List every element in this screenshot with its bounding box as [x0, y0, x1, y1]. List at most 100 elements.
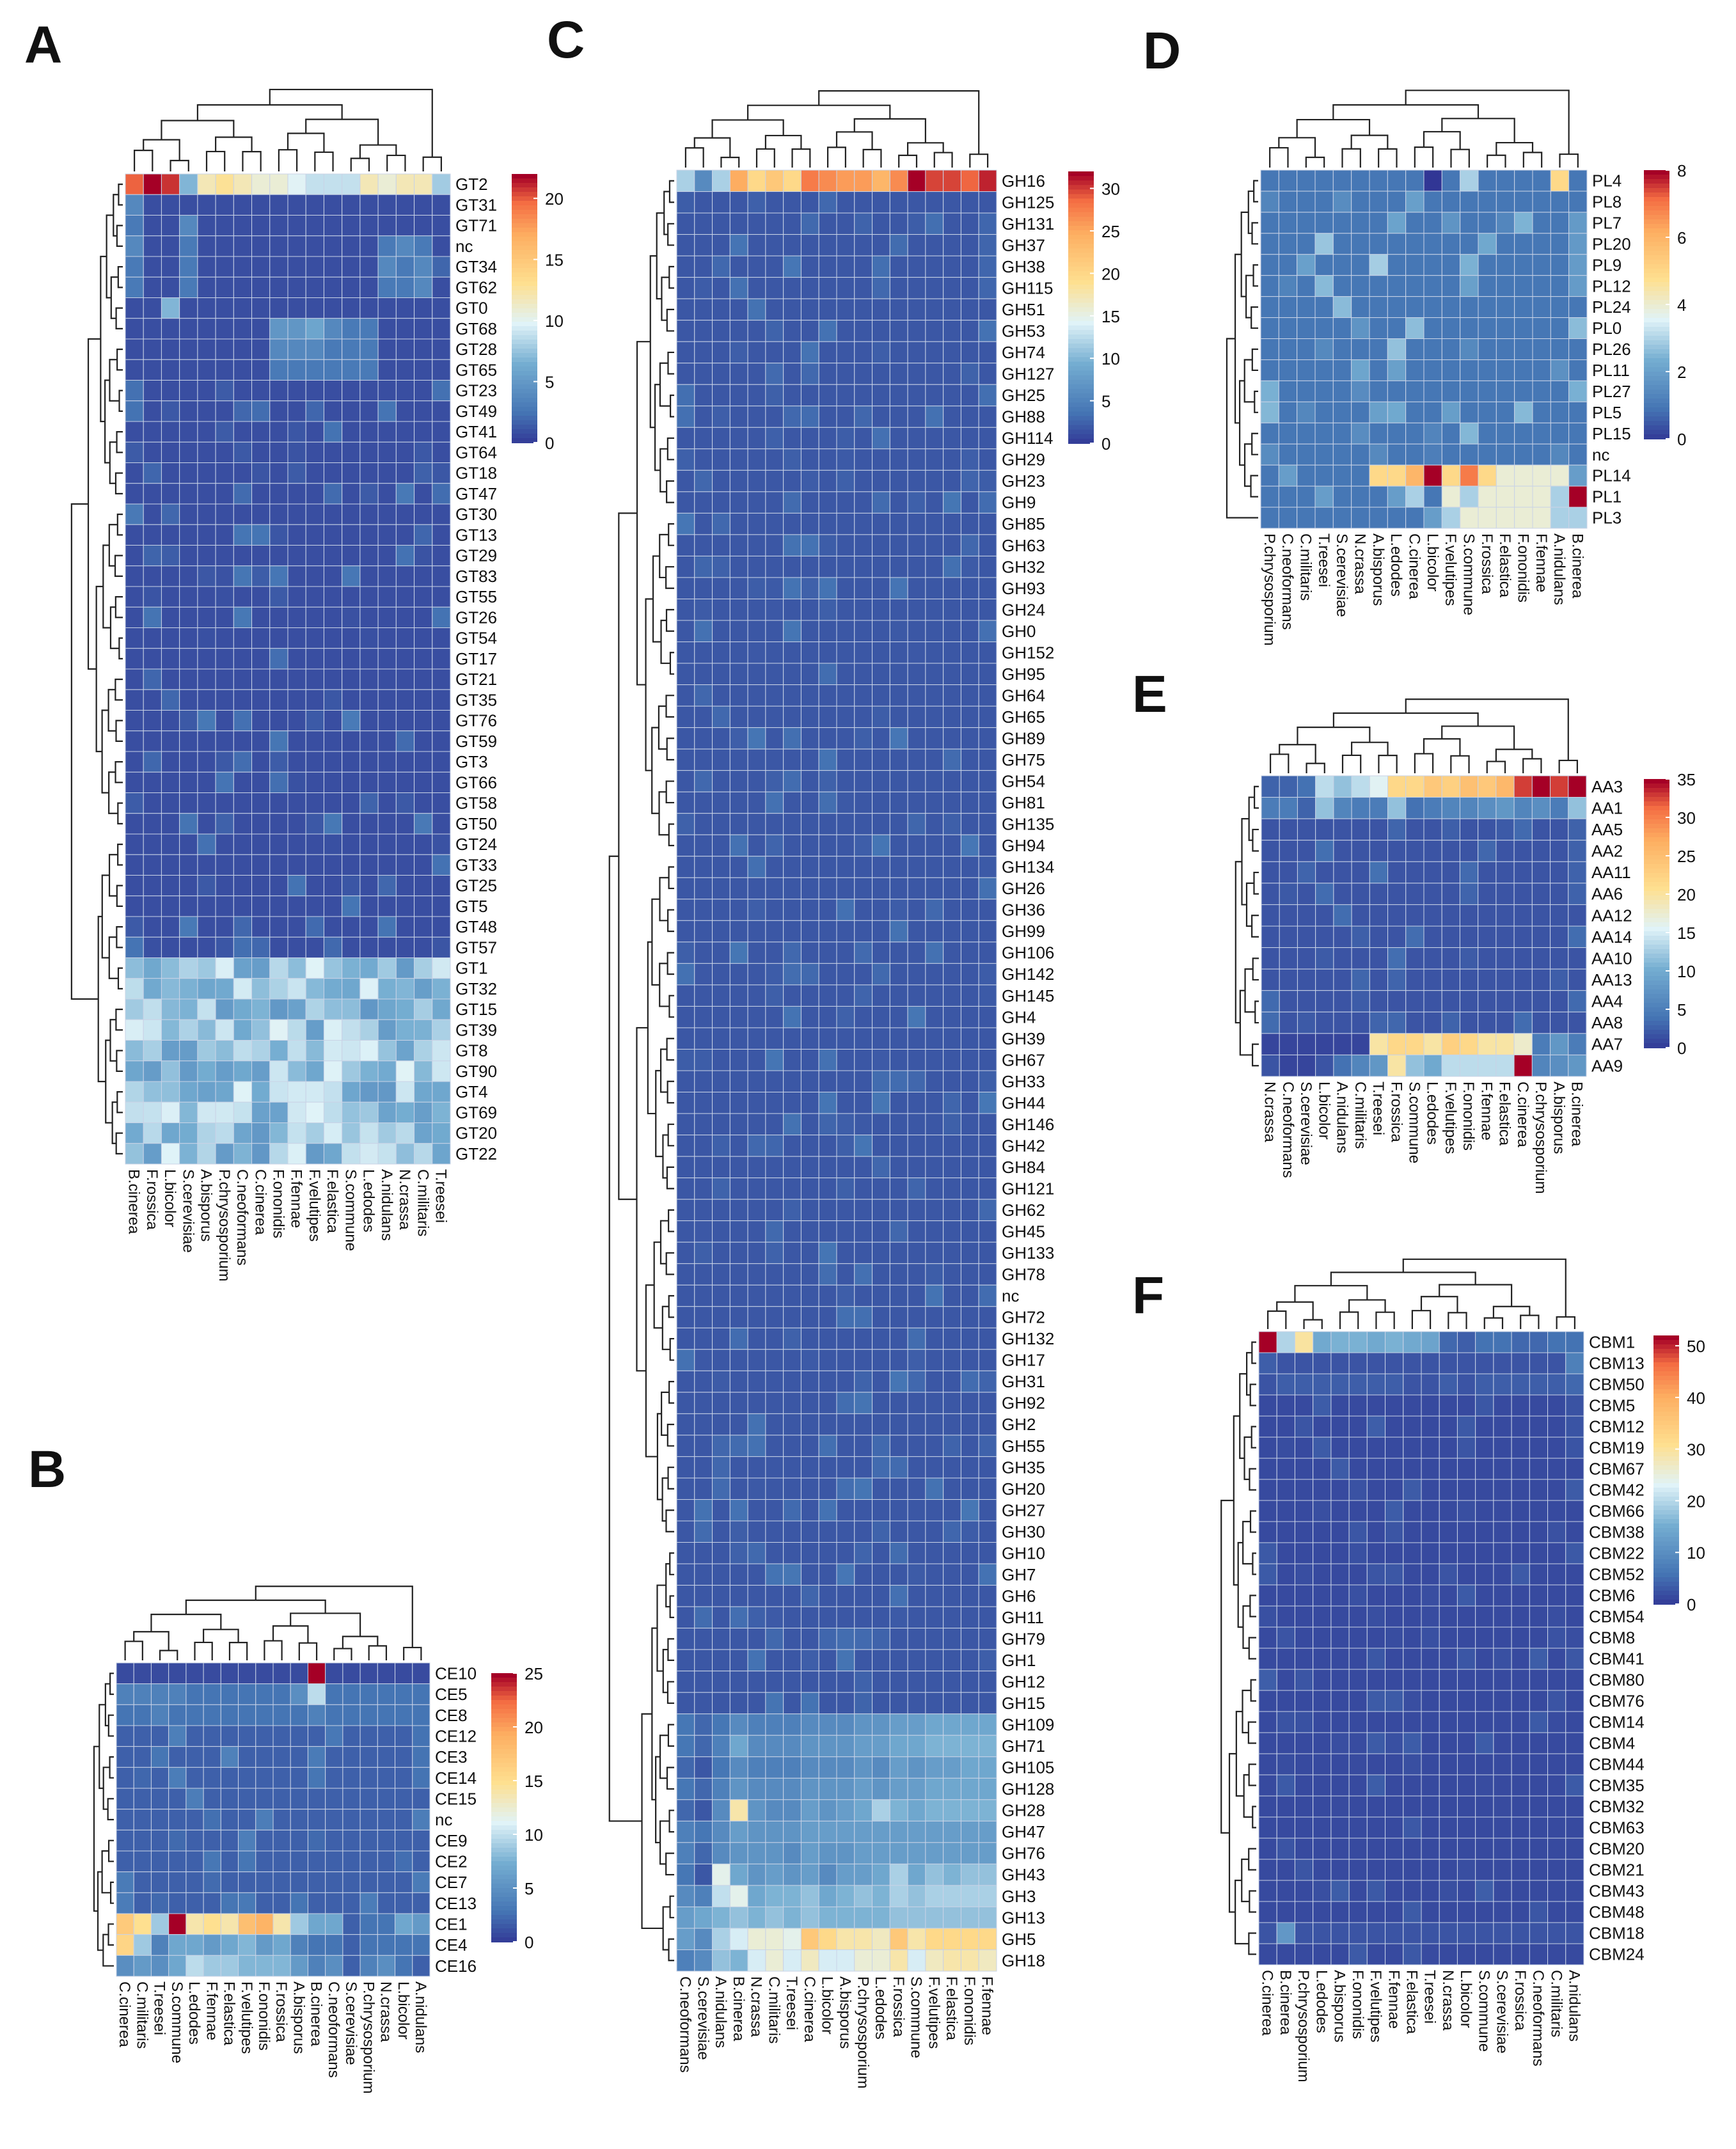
colorbar-segment	[1068, 411, 1094, 417]
column-label: L.bicolor	[1457, 1970, 1474, 2028]
colorbar-segment	[1644, 269, 1669, 274]
heatmap-cell	[125, 215, 144, 237]
heatmap-cell	[161, 1081, 180, 1103]
colorbar-segment	[1644, 828, 1669, 833]
heatmap-cell	[395, 1934, 413, 1956]
heatmap-cell	[1475, 1795, 1494, 1818]
heatmap-cell	[414, 916, 433, 938]
heatmap-cell	[161, 668, 180, 690]
column-label: C.militaris	[1297, 533, 1314, 601]
heatmap-cell	[960, 1799, 979, 1822]
heatmap-cell	[1313, 1795, 1332, 1818]
heatmap-cell	[960, 1413, 979, 1436]
heatmap-cell	[125, 462, 144, 484]
heatmap-cell	[1475, 1584, 1494, 1607]
heatmap-cell	[1475, 1711, 1494, 1733]
heatmap-cell	[1385, 1711, 1404, 1733]
heatmap-cell	[854, 642, 873, 664]
heatmap-cell	[889, 1241, 908, 1264]
heatmap-cell	[185, 1829, 204, 1852]
heatmap-cell	[1478, 401, 1497, 423]
heatmap-cell	[1439, 1352, 1458, 1374]
heatmap-cell	[1332, 422, 1352, 445]
heatmap-cell	[143, 173, 162, 195]
column-label: N.crassa	[1439, 1970, 1456, 2031]
heatmap-cell	[179, 689, 198, 711]
heatmap-cell	[694, 555, 713, 578]
row-label: GH39	[1002, 1029, 1045, 1048]
heatmap-cell	[1348, 1859, 1368, 1881]
heatmap-cell	[359, 854, 379, 876]
heatmap-cell	[395, 771, 415, 793]
column-label: B.cinerea	[1568, 533, 1586, 599]
heatmap-cell	[872, 1713, 890, 1736]
heatmap-cell	[1369, 169, 1388, 192]
heatmap-cell	[1313, 1479, 1332, 1501]
heatmap-cell	[125, 916, 144, 938]
heatmap-cell	[1475, 1542, 1494, 1564]
heatmap-cell	[1529, 1331, 1549, 1353]
heatmap-cell	[765, 1048, 784, 1071]
heatmap-cell	[1369, 317, 1388, 340]
heatmap-cell	[432, 462, 451, 484]
heatmap-cell	[1405, 1011, 1424, 1034]
heatmap-cell	[143, 318, 162, 340]
heatmap-cell	[1385, 1563, 1404, 1586]
heatmap-cell	[747, 1370, 766, 1393]
heatmap-cell	[1403, 1753, 1422, 1775]
heatmap-cell	[729, 1628, 748, 1650]
heatmap-cell	[943, 1306, 961, 1328]
heatmap-cell	[1456, 1563, 1476, 1586]
heatmap-cell	[747, 1048, 766, 1071]
heatmap-cell	[1330, 1838, 1350, 1860]
heatmap-cell	[1403, 1838, 1422, 1860]
heatmap-cell	[783, 1499, 801, 1522]
heatmap-cell	[1531, 797, 1551, 819]
heatmap-cell	[765, 770, 784, 792]
heatmap-cell	[1348, 1838, 1368, 1860]
heatmap-cell	[712, 1499, 730, 1522]
row-label: CBM4	[1589, 1734, 1635, 1753]
colorbar-segment	[1068, 384, 1094, 390]
heatmap-cell	[287, 380, 306, 402]
heatmap-cell	[872, 1585, 890, 1607]
heatmap-cell	[960, 1820, 979, 1843]
heatmap-cell	[251, 936, 271, 958]
colorbar-segment	[512, 371, 537, 376]
column-label: F.elastica	[943, 1976, 960, 2041]
heatmap-cell	[1276, 1626, 1295, 1649]
heatmap-cell	[287, 998, 306, 1020]
heatmap-cell	[1313, 1605, 1332, 1628]
heatmap-cell	[325, 1746, 343, 1768]
heatmap-cell	[1315, 990, 1334, 1012]
heatmap-cell	[836, 1799, 855, 1822]
heatmap-cell	[872, 1241, 890, 1264]
heatmap-cell	[889, 1628, 908, 1650]
heatmap-cell	[907, 1606, 926, 1629]
heatmap-cell	[1547, 1605, 1566, 1628]
heatmap-cell	[676, 1241, 695, 1264]
heatmap-cell	[307, 1725, 326, 1747]
heatmap-cell	[377, 689, 397, 711]
row-label: GH25	[1002, 386, 1045, 405]
heatmap-cell	[287, 792, 306, 814]
heatmap-cell	[305, 833, 324, 855]
heatmap-cell	[1297, 233, 1316, 255]
heatmap-cell	[712, 1413, 730, 1436]
heatmap-cell	[943, 877, 961, 900]
column-label: F.elastica	[1496, 533, 1513, 598]
heatmap-cell	[287, 978, 306, 1000]
heatmap-cell	[323, 565, 343, 587]
heatmap-cell	[765, 1156, 784, 1179]
heatmap-cell	[712, 534, 730, 556]
heatmap-cell	[960, 191, 979, 214]
heatmap-cell	[359, 627, 379, 649]
heatmap-cell	[1260, 191, 1279, 213]
heatmap-cell	[1387, 861, 1407, 884]
heatmap-cell	[960, 920, 979, 943]
heatmap-cell	[783, 1777, 801, 1800]
heatmap-cell	[907, 1027, 926, 1050]
heatmap-cell	[925, 813, 944, 835]
heatmap-cell	[712, 1799, 730, 1822]
heatmap-cell	[889, 255, 908, 278]
